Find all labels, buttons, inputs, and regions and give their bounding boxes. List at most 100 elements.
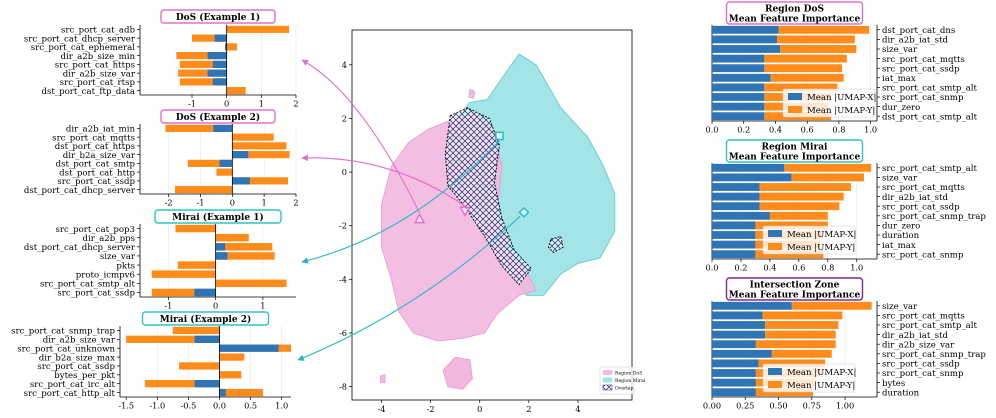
bar-umap-y — [232, 133, 274, 141]
bar-umap-y — [777, 35, 855, 44]
bar-umap-x — [712, 83, 765, 92]
panel-title: DoS (Example 2) — [176, 112, 260, 123]
bar-umap-y — [215, 279, 287, 288]
tick-label: src_port_cat_irc_alt — [30, 380, 116, 390]
marker-triangle — [413, 213, 426, 224]
tick-label: src_port_cat_adb — [61, 26, 135, 36]
tick-label: src_port_cat_rtsp — [60, 78, 136, 88]
bar-umap-y — [784, 163, 872, 172]
bar-umap-y — [759, 183, 851, 191]
x-tick-label: 4 — [575, 404, 580, 414]
bar-umap-y — [764, 83, 838, 92]
x-tick-label: 1.0 — [864, 125, 877, 135]
tick-label: src_port_cat_ssdp — [882, 64, 960, 74]
tick-label: src_port_cat_mqtts — [882, 312, 965, 322]
bar-umap-x — [224, 43, 227, 51]
bar-panel: src_port_cat_pop3dir_a2b_ppsdst_port_cat… — [24, 209, 296, 311]
region-dos-dot — [379, 374, 386, 383]
bar-umap-y — [759, 202, 840, 211]
x-tick-label: -1 — [188, 99, 196, 109]
bar-umap-y — [165, 124, 233, 132]
bar-umap-x — [712, 45, 781, 53]
bar-umap-x — [712, 231, 756, 239]
bar-umap-x — [712, 102, 765, 111]
bar-umap-x — [194, 380, 220, 388]
tick-label: dir_b2a_size_max — [39, 353, 115, 363]
bar-umap-x — [712, 388, 756, 397]
bar-umap-x — [712, 359, 759, 368]
tick-label: dir_a2b_size_var — [43, 336, 116, 346]
tick-label: dir_a2b_size_min — [60, 52, 135, 62]
bar-umap-y — [226, 43, 238, 51]
tick-label: src_port_cat_smtp_alt — [882, 84, 978, 94]
tick-label: duration — [882, 231, 920, 241]
bar-umap-y — [780, 45, 857, 53]
legend-box — [762, 225, 856, 255]
tick-label: src_port_cat_ssdp — [57, 177, 135, 187]
bar-umap-y — [192, 34, 227, 42]
bar-umap-y — [179, 362, 220, 370]
tick-label: dir_b2a_size_var — [63, 151, 136, 161]
bar-umap-x — [712, 163, 785, 172]
bar-umap-y — [791, 301, 872, 310]
bar-umap-y — [178, 69, 227, 77]
tick-label: size_var — [882, 302, 918, 312]
bar-umap-x — [215, 252, 228, 260]
y-tick-label: -4 — [339, 274, 347, 284]
region-dos-top — [468, 88, 476, 99]
tick-label: size_var — [882, 174, 918, 184]
tick-label: src_port_cat_snmp — [882, 250, 964, 260]
bar-umap-y — [770, 73, 844, 82]
legend-label-umap-x: Mean |UMAP-X| — [807, 93, 876, 103]
tick-label: dir_a2b_iat_std — [882, 193, 949, 203]
arrow-dos-example-1 — [301, 59, 421, 214]
panel-title-box — [725, 139, 864, 163]
bar-umap-x — [212, 60, 227, 68]
bar-umap-y — [762, 311, 843, 320]
x-tick-label: 0.8 — [832, 125, 845, 135]
tick-label: proto_icmpv6 — [76, 270, 135, 280]
bar-umap-y — [179, 78, 227, 86]
tick-label: src_port_cat_smtp_alt — [882, 164, 978, 174]
x-tick-label: 1 — [260, 301, 265, 311]
bar-umap-y — [226, 25, 290, 33]
tick-label: size_var — [882, 45, 918, 55]
bar-umap-y — [219, 371, 242, 379]
scatter-legend-label: Overlap — [615, 386, 633, 392]
tick-label: dst_port_cat_smtp_alt — [882, 112, 978, 122]
tick-label: src_port_cat_snmp_trap — [11, 327, 115, 337]
tick-label: dst_port_cat_https — [55, 142, 135, 152]
y-tick-label: 0 — [342, 167, 347, 177]
scatter-legend-label: Region DoS — [615, 371, 642, 377]
bar-umap-y — [755, 221, 828, 230]
bar-umap-y — [759, 192, 844, 201]
x-tick-label: 1.00 — [836, 401, 854, 411]
bar-umap-x — [212, 78, 227, 86]
y-tick-label: 4 — [342, 60, 347, 70]
x-tick-label: 2 — [526, 404, 531, 414]
region-overlap — [444, 107, 532, 286]
bar-umap-x — [219, 344, 279, 352]
tick-label: src_port_cat_ephemeral — [31, 43, 136, 53]
scatter-legend-label: Region Mirai — [615, 378, 646, 384]
x-tick-label: 0.0 — [213, 401, 226, 411]
tick-label: iat_max — [882, 241, 916, 251]
scatter-legend-swatch — [603, 377, 612, 383]
bar-umap-y — [151, 288, 216, 297]
x-tick-label: 0.0 — [705, 263, 718, 273]
bar-umap-y — [179, 60, 227, 68]
bar-umap-y — [769, 211, 828, 220]
tick-label: src_port_cat_http_alt — [24, 389, 116, 399]
arrow-mirai-example-1 — [301, 140, 500, 264]
bar-umap-x — [219, 388, 226, 397]
panel-title: Region Mirai — [762, 143, 829, 153]
bar-umap-y — [187, 159, 233, 167]
bar-umap-y — [764, 54, 847, 63]
bar-umap-y — [177, 261, 216, 269]
tick-label: dst_port_cat_http — [59, 168, 135, 178]
bar-panel: dir_a2b_iat_minsrc_port_cat_mqttsdst_por… — [24, 109, 299, 208]
panel-title: Region DoS — [765, 5, 824, 15]
bar-umap-x — [712, 183, 760, 191]
